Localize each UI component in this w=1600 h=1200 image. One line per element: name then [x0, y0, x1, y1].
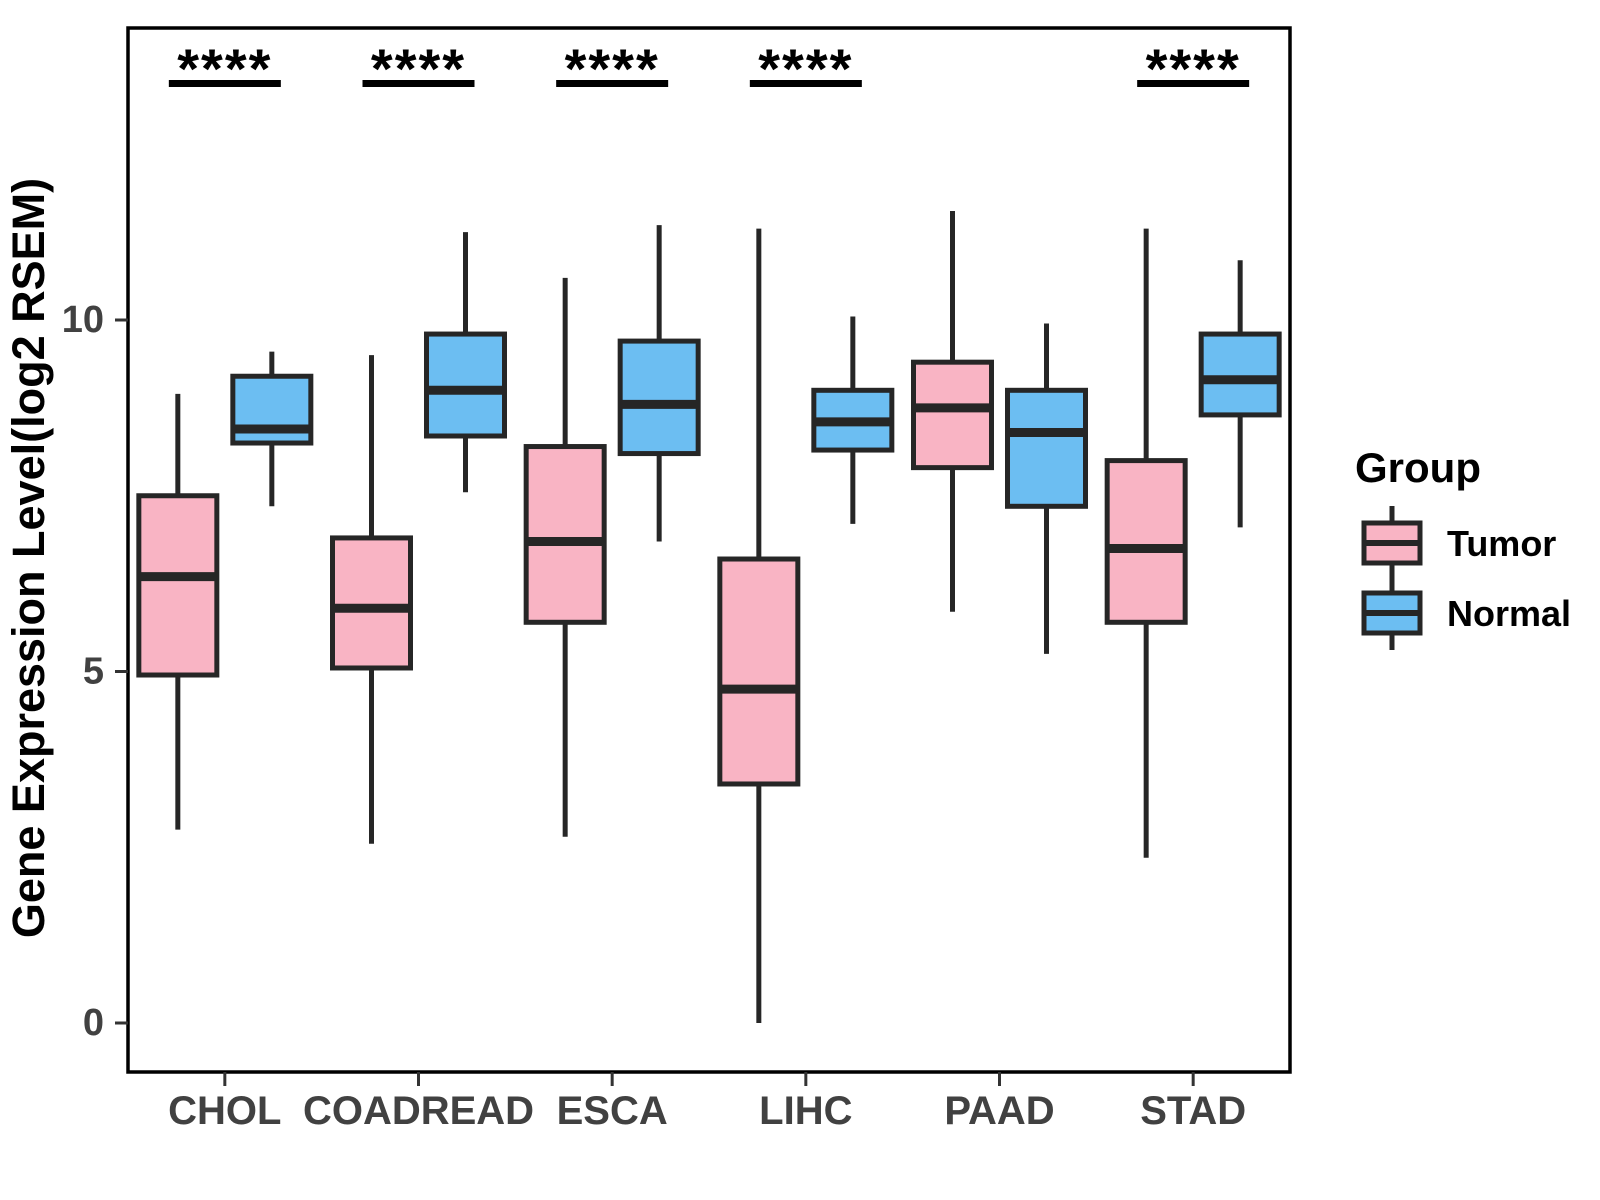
- significance-stars: ****: [565, 37, 660, 100]
- significance-bar: [168, 80, 281, 87]
- significance-stars: ****: [758, 37, 853, 100]
- box-ESCA-Tumor: [523, 277, 607, 837]
- legend-item-label: Normal: [1447, 593, 1571, 634]
- box-CHOL-Tumor: [136, 393, 220, 830]
- significance-stars: ****: [177, 37, 272, 100]
- x-tick-label: PAAD: [944, 1089, 1054, 1133]
- legend-items: Tumor Normal: [1361, 506, 1571, 650]
- box-STAD-Tumor: [1104, 228, 1188, 858]
- y-tick-label: 0: [83, 1002, 104, 1044]
- iqr-box: [617, 338, 701, 457]
- significance-stars: ****: [1146, 37, 1241, 100]
- iqr-box: [136, 493, 220, 678]
- box-LIHC-Tumor: [717, 228, 801, 1023]
- iqr-box: [523, 444, 607, 625]
- iqr-box: [1198, 331, 1282, 418]
- y-tick-label: 5: [83, 651, 104, 693]
- significance-bar: [749, 80, 862, 87]
- legend: Group Tumor Normal: [1355, 444, 1571, 650]
- iqr-box: [911, 359, 994, 471]
- legend-title: Group: [1355, 444, 1481, 491]
- box-LIHC-Normal: [811, 316, 895, 524]
- x-tick-label: COADREAD: [303, 1089, 534, 1133]
- iqr-box: [330, 535, 413, 671]
- significance-bar: [556, 80, 669, 87]
- box-PAAD-Normal: [1005, 323, 1088, 654]
- box-COADREAD-Normal: [424, 232, 507, 493]
- box-COADREAD-Tumor: [330, 355, 413, 844]
- y-axis-title: Gene Expression Level(log2 RSEM): [3, 178, 54, 938]
- x-tick-label: ESCA: [557, 1089, 668, 1133]
- significance-bar: [1137, 80, 1250, 87]
- iqr-box: [424, 331, 507, 439]
- iqr-box: [1005, 387, 1088, 509]
- significance-bar: [362, 80, 475, 87]
- box-CHOL-Normal: [230, 351, 314, 507]
- box-PAAD-Tumor: [911, 211, 994, 612]
- legend-item-tumor: Tumor: [1361, 506, 1556, 580]
- plot-panel-border: [126, 26, 1292, 1074]
- x-tick-label: CHOL: [168, 1089, 281, 1133]
- legend-item-normal: Normal: [1361, 576, 1571, 650]
- iqr-box: [717, 556, 801, 787]
- y-tick-label: 10: [62, 299, 104, 341]
- box-STAD-Normal: [1198, 260, 1282, 528]
- legend-item-label: Tumor: [1447, 523, 1556, 564]
- x-tick-label: STAD: [1140, 1089, 1246, 1133]
- iqr-box: [1104, 458, 1188, 625]
- x-tick-label: LIHC: [759, 1089, 852, 1133]
- significance-stars: ****: [371, 37, 466, 100]
- box-ESCA-Normal: [617, 225, 701, 542]
- plot-content: 0 5 10 CHOL COADREAD ESCA LIHC PAAD STAD **** ****…: [62, 37, 1282, 1133]
